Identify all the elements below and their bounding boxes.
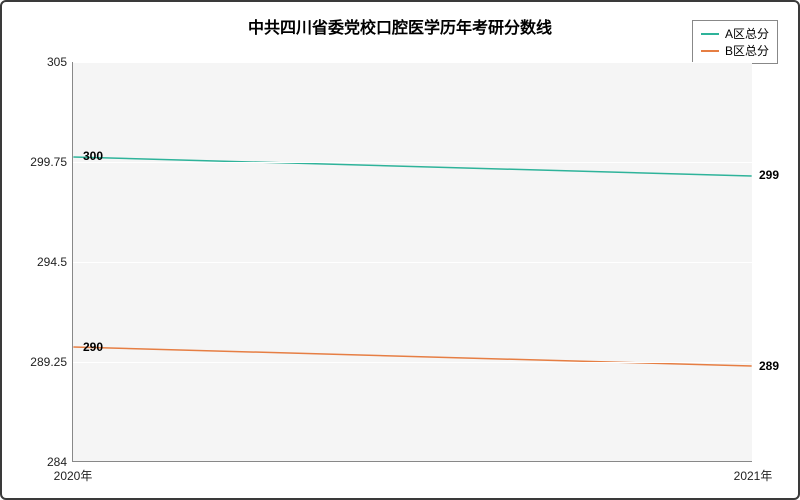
legend-item-b: B区总分 bbox=[701, 42, 769, 59]
legend-swatch-b bbox=[701, 50, 719, 52]
data-label: 300 bbox=[83, 149, 103, 163]
y-axis-tick: 299.75 bbox=[30, 155, 73, 169]
chart-title: 中共四川省委党校口腔医学历年考研分数线 bbox=[248, 14, 552, 38]
x-axis-tick: 2020年 bbox=[54, 461, 93, 484]
legend: A区总分 B区总分 bbox=[692, 20, 778, 64]
x-axis-tick: 2021年 bbox=[734, 461, 773, 484]
chart-container: 中共四川省委党校口腔医学历年考研分数线 A区总分 B区总分 284289.252… bbox=[0, 0, 800, 500]
series-line bbox=[73, 347, 751, 366]
data-label: 290 bbox=[83, 340, 103, 354]
gridline bbox=[73, 262, 752, 263]
series-line bbox=[73, 157, 751, 176]
data-label: 289 bbox=[759, 359, 779, 373]
gridline bbox=[73, 462, 752, 463]
legend-item-a: A区总分 bbox=[701, 25, 769, 42]
gridline bbox=[73, 362, 752, 363]
legend-label-b: B区总分 bbox=[725, 42, 769, 59]
y-axis-tick: 305 bbox=[47, 55, 73, 69]
data-label: 299 bbox=[759, 168, 779, 182]
y-axis-tick: 289.25 bbox=[30, 355, 73, 369]
gridline bbox=[73, 162, 752, 163]
y-axis-tick: 294.5 bbox=[37, 255, 73, 269]
legend-label-a: A区总分 bbox=[725, 25, 769, 42]
plot-area: 284289.25294.5299.753052020年2021年3002992… bbox=[72, 62, 752, 462]
legend-swatch-a bbox=[701, 33, 719, 35]
gridline bbox=[73, 62, 752, 63]
